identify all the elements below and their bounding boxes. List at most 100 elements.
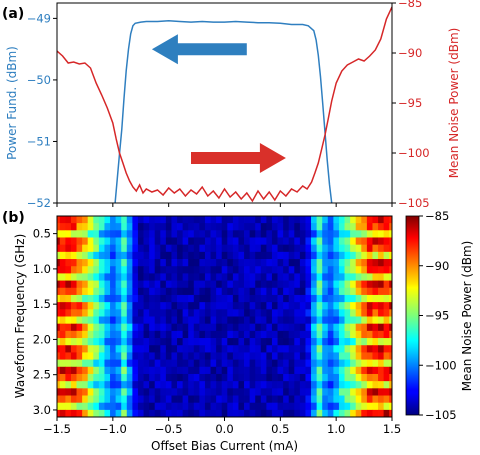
heatmap-cell	[165, 280, 172, 289]
heatmap-cell	[160, 352, 167, 360]
heatmap-cell	[93, 345, 100, 353]
heatmap-cell	[338, 366, 345, 375]
heatmap-cell	[216, 381, 223, 389]
heatmap-cell	[221, 330, 228, 339]
heatmap-cell	[277, 316, 284, 325]
heatmap-cell	[316, 251, 323, 260]
heatmap-cell	[70, 323, 77, 332]
heatmap-cell	[210, 309, 217, 317]
heatmap-cell	[389, 294, 392, 303]
y-tick-label: 2.0	[33, 332, 51, 346]
heatmap-cell	[305, 273, 312, 281]
heatmap-cell	[350, 273, 357, 281]
heatmap-cell	[338, 359, 345, 368]
heatmap-cell	[137, 373, 144, 382]
heatmap-cell	[82, 259, 89, 267]
heatmap-cell	[126, 309, 133, 317]
heatmap-cell	[255, 223, 262, 231]
heatmap-cell	[65, 216, 72, 224]
heatmap-cell	[372, 259, 379, 267]
heatmap-cell	[344, 294, 351, 303]
heatmap-cell	[57, 381, 61, 389]
heatmap-cell	[98, 266, 105, 274]
heatmap-cell	[210, 280, 217, 289]
heatmap-cell	[210, 302, 217, 310]
heatmap-cell	[110, 302, 117, 310]
heatmap-cell	[266, 280, 273, 289]
heatmap-cell	[110, 251, 117, 260]
heatmap-cell	[355, 294, 362, 303]
heatmap-cell	[311, 237, 318, 246]
heatmap-cell	[283, 381, 290, 389]
heatmap-cell	[193, 330, 200, 339]
heatmap-cell	[121, 352, 128, 360]
heatmap-cell	[149, 230, 156, 238]
heatmap-cell	[238, 273, 245, 281]
heatmap-cell	[104, 309, 111, 317]
heatmap-cell	[76, 352, 83, 360]
heatmap-cell	[283, 373, 290, 382]
heatmap-cell	[193, 352, 200, 360]
heatmap-cell	[121, 395, 128, 404]
heatmap-cell	[249, 323, 256, 332]
heatmap-cell	[115, 287, 122, 296]
heatmap-cell	[115, 352, 122, 360]
x-tick-label: −1.0	[99, 422, 127, 436]
heatmap-cell	[294, 244, 301, 253]
heatmap-cell	[87, 373, 94, 382]
heatmap-cell	[160, 338, 167, 346]
heatmap-cell	[154, 395, 161, 404]
heatmap-cell	[115, 259, 122, 267]
heatmap-cell	[188, 266, 195, 274]
heatmap-cell	[87, 338, 94, 346]
heatmap-cell	[316, 373, 323, 382]
heatmap-cell	[110, 223, 117, 231]
heatmap-cell	[132, 330, 139, 339]
heatmap-cell	[193, 381, 200, 389]
heatmap-cell	[82, 381, 89, 389]
heatmap-cell	[389, 323, 392, 332]
heatmap-cell	[322, 338, 329, 346]
heatmap-cell	[271, 244, 278, 253]
heatmap-cell	[227, 409, 234, 417]
heatmap-cell	[160, 323, 167, 332]
heatmap-cell	[165, 259, 172, 267]
heatmap-cell	[327, 230, 334, 238]
heatmap-cell	[305, 388, 312, 396]
heatmap-cell	[59, 352, 66, 360]
heatmap-cell	[160, 373, 167, 382]
heatmap-cell	[288, 366, 295, 375]
heatmap-cell	[93, 259, 100, 267]
heatmap-cell	[82, 323, 89, 332]
heatmap-cell	[266, 388, 273, 396]
heatmap-cell	[126, 302, 133, 310]
heatmap-cell	[93, 280, 100, 289]
heatmap-cell	[154, 223, 161, 231]
heatmap-cell	[110, 338, 117, 346]
heatmap-cell	[154, 352, 161, 360]
heatmap-cell	[65, 280, 72, 289]
heatmap-cell	[199, 316, 206, 325]
heatmap-cell	[93, 330, 100, 339]
heatmap-cell	[188, 352, 195, 360]
heatmap-cell	[76, 366, 83, 375]
heatmap-cell	[344, 259, 351, 267]
heatmap-cell	[299, 366, 306, 375]
heatmap-cell	[232, 244, 239, 253]
heatmap-cell	[57, 359, 61, 368]
heatmap-cell	[366, 309, 373, 317]
heatmap-cell	[188, 302, 195, 310]
heatmap-cell	[210, 287, 217, 296]
heatmap-cell	[115, 216, 122, 224]
heatmap-cell	[87, 266, 94, 274]
heatmap-cell	[204, 338, 211, 346]
heatmap-cell	[294, 251, 301, 260]
heatmap-cell	[366, 302, 373, 310]
heatmap-cell	[204, 230, 211, 238]
heatmap-cell	[372, 345, 379, 353]
heatmap-cell	[366, 230, 373, 238]
heatmap-cell	[338, 338, 345, 346]
heatmap-cell	[165, 409, 172, 417]
heatmap-cell	[210, 381, 217, 389]
heatmap-cell	[338, 388, 345, 396]
